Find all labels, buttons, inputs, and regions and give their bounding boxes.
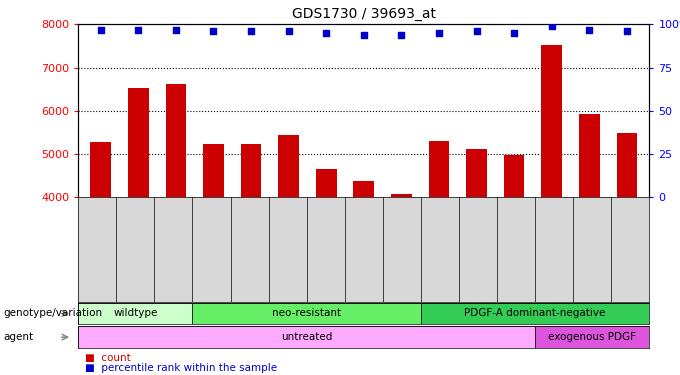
Bar xyxy=(278,135,299,197)
Point xyxy=(509,30,520,36)
Point xyxy=(208,28,219,34)
Bar xyxy=(617,134,637,197)
Bar xyxy=(241,144,261,197)
Bar xyxy=(354,182,374,197)
Text: wildtype: wildtype xyxy=(113,309,158,318)
Point xyxy=(584,27,595,33)
Point xyxy=(133,27,143,33)
Point xyxy=(434,30,445,36)
Bar xyxy=(78,326,535,348)
Bar xyxy=(316,169,337,197)
Bar xyxy=(192,303,421,324)
Bar xyxy=(128,88,149,197)
Bar xyxy=(203,144,224,197)
Bar xyxy=(466,149,487,197)
Title: GDS1730 / 39693_at: GDS1730 / 39693_at xyxy=(292,7,436,21)
Point xyxy=(95,27,106,33)
Text: genotype/variation: genotype/variation xyxy=(3,309,103,318)
Bar xyxy=(541,45,562,197)
Bar xyxy=(504,156,524,197)
Bar xyxy=(165,84,186,197)
Text: ■  count: ■ count xyxy=(85,353,131,363)
Text: PDGF-A dominant-negative: PDGF-A dominant-negative xyxy=(464,309,606,318)
Bar xyxy=(78,303,192,324)
Bar xyxy=(90,142,111,197)
Text: ■  percentile rank within the sample: ■ percentile rank within the sample xyxy=(85,363,277,373)
Point xyxy=(283,28,294,34)
Bar xyxy=(535,326,649,348)
Text: exogenous PDGF: exogenous PDGF xyxy=(548,332,636,342)
Bar xyxy=(421,303,649,324)
Point xyxy=(358,32,369,38)
Text: neo-resistant: neo-resistant xyxy=(272,309,341,318)
Bar xyxy=(428,141,449,197)
Point xyxy=(245,28,256,34)
Bar xyxy=(391,194,411,197)
Point xyxy=(622,28,632,34)
Text: agent: agent xyxy=(3,332,33,342)
Point xyxy=(171,27,182,33)
Point xyxy=(546,23,557,29)
Point xyxy=(321,30,332,36)
Text: untreated: untreated xyxy=(281,332,333,342)
Bar xyxy=(579,114,600,197)
Point xyxy=(471,28,482,34)
Point xyxy=(396,32,407,38)
